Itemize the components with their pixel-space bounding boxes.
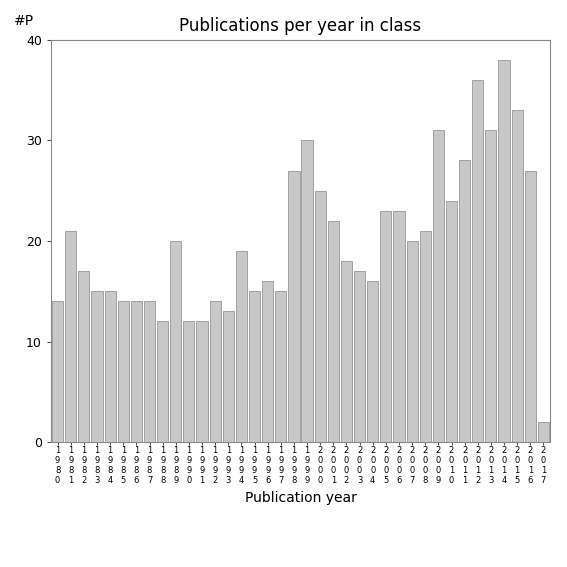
- Bar: [315, 191, 326, 442]
- Bar: [367, 281, 378, 442]
- Bar: [249, 291, 260, 442]
- Bar: [104, 291, 116, 442]
- Bar: [118, 302, 129, 442]
- Bar: [170, 241, 181, 442]
- Bar: [511, 110, 523, 442]
- Bar: [328, 221, 339, 442]
- Bar: [538, 422, 549, 442]
- Bar: [446, 201, 457, 442]
- Bar: [407, 241, 418, 442]
- Bar: [459, 160, 470, 442]
- Bar: [196, 321, 208, 442]
- Bar: [262, 281, 273, 442]
- Bar: [183, 321, 194, 442]
- Bar: [131, 302, 142, 442]
- Bar: [289, 171, 299, 442]
- Bar: [420, 231, 431, 442]
- Bar: [78, 271, 90, 442]
- Bar: [433, 130, 444, 442]
- Bar: [302, 141, 312, 442]
- Bar: [524, 171, 536, 442]
- Bar: [65, 231, 77, 442]
- Bar: [393, 211, 405, 442]
- Bar: [236, 251, 247, 442]
- Bar: [341, 261, 352, 442]
- Bar: [223, 311, 234, 442]
- Bar: [380, 211, 391, 442]
- Bar: [52, 302, 63, 442]
- Bar: [485, 130, 497, 442]
- Title: Publications per year in class: Publications per year in class: [179, 18, 422, 35]
- Bar: [91, 291, 103, 442]
- X-axis label: Publication year: Publication year: [244, 492, 357, 505]
- Bar: [157, 321, 168, 442]
- Bar: [472, 80, 483, 442]
- Bar: [275, 291, 286, 442]
- Bar: [498, 60, 510, 442]
- Bar: [354, 271, 365, 442]
- Bar: [210, 302, 221, 442]
- Bar: [144, 302, 155, 442]
- Y-axis label: #P: #P: [14, 14, 33, 28]
